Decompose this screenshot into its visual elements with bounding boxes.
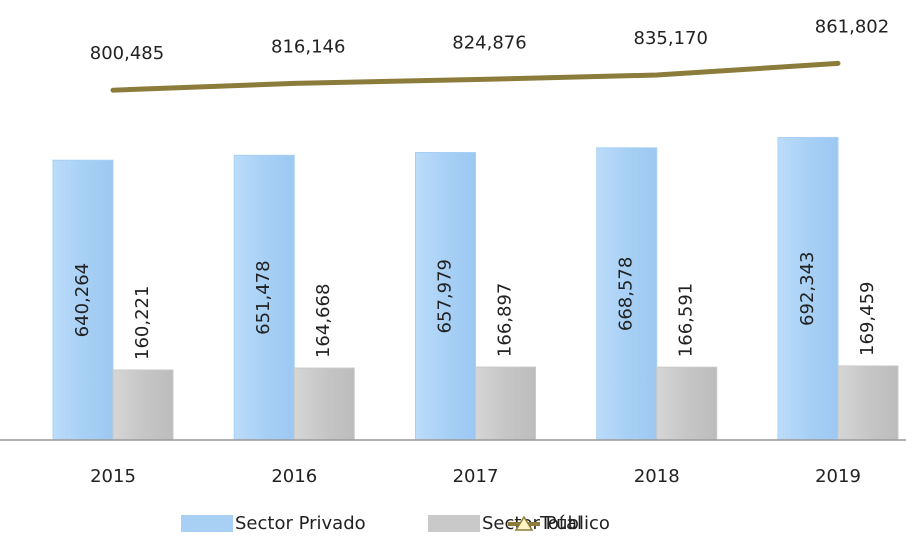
line-value-label: 835,170 <box>634 28 708 49</box>
bar-value-label: 166,897 <box>495 283 516 357</box>
bar <box>475 366 536 441</box>
bar-value-label: 166,591 <box>676 283 697 357</box>
legend-swatch <box>428 515 480 532</box>
x-tick-label: 2016 <box>271 466 317 487</box>
bar-value-label: 640,264 <box>72 263 93 337</box>
line-value-label: 861,802 <box>815 16 889 37</box>
bar-value-label: 692,343 <box>797 252 818 326</box>
bar <box>233 154 295 441</box>
bar <box>596 147 658 441</box>
x-tick-label: 2017 <box>453 466 499 487</box>
bar-value-label: 164,668 <box>313 284 334 358</box>
bar <box>52 159 114 441</box>
line <box>110 60 841 93</box>
line-value-label: 800,485 <box>90 43 164 64</box>
bar-value-label: 160,221 <box>132 286 153 360</box>
x-tick-label: 2015 <box>90 466 136 487</box>
x-tick-label: 2019 <box>815 466 861 487</box>
bar <box>293 367 355 441</box>
bar-value-label: 169,459 <box>857 282 878 356</box>
legend-swatch <box>514 515 534 531</box>
legend-swatch <box>181 515 233 532</box>
bar <box>837 365 899 441</box>
line-value-label: 816,146 <box>271 36 345 57</box>
line-value-label: 824,876 <box>452 33 526 54</box>
bar-value-label: 657,979 <box>435 259 456 333</box>
legend-label: Total <box>539 513 582 534</box>
bar <box>415 151 476 441</box>
legend-label: Sector Privado <box>235 513 366 534</box>
bar-value-label: 668,578 <box>616 257 637 331</box>
x-tick-label: 2018 <box>634 466 680 487</box>
bar <box>112 369 174 441</box>
bar <box>777 136 839 441</box>
legend-label: Sector Público <box>482 513 610 534</box>
bar-value-label: 651,478 <box>253 260 274 334</box>
bar <box>656 366 718 441</box>
